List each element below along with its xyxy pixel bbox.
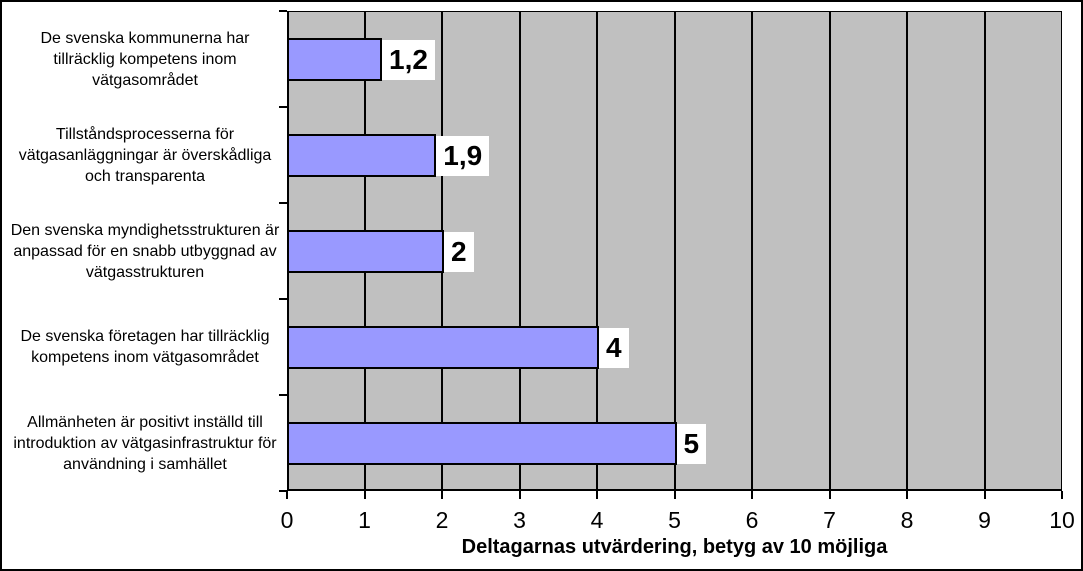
x-axis-tick-6 (751, 491, 753, 499)
x-axis-tick-4 (596, 491, 598, 499)
y-axis-tick (279, 10, 287, 12)
gridline-8 (906, 12, 908, 489)
x-tick-label-3: 3 (513, 507, 526, 533)
x-axis-tick-7 (828, 491, 831, 499)
bar-value-label: 2 (444, 231, 474, 272)
category-label-4: Allmänheten är positivt inställd till in… (13, 413, 277, 473)
x-axis-tick-2 (441, 491, 443, 499)
category-label-0: De svenska kommunerna har tillräcklig ko… (40, 29, 250, 89)
x-tick-label-5: 5 (668, 507, 681, 533)
y-axis-tick (279, 298, 287, 300)
x-axis-tick-8 (906, 491, 908, 499)
category-label-3: De svenska företagen har tillräcklig kom… (20, 328, 270, 366)
x-tick-label-7: 7 (823, 507, 836, 533)
gridline-6 (751, 12, 753, 489)
bar-2 (289, 230, 444, 273)
y-axis-tick (279, 394, 287, 396)
bar-value-label: 1,2 (382, 39, 435, 80)
x-axis-tick-9 (983, 491, 986, 499)
category-label-1: Tillståndsprocesserna för vätgasanläggni… (18, 125, 272, 185)
bar-value-label: 5 (676, 423, 707, 464)
bar-0 (289, 38, 382, 81)
category-label-2: Den svenska myndighetsstrukturen är anpa… (10, 221, 280, 281)
gridline-4 (596, 12, 598, 489)
gridline-9 (983, 12, 986, 489)
y-axis-tick (279, 202, 287, 204)
x-tick-label-0: 0 (280, 507, 294, 533)
bar-value-label: 1,9 (436, 135, 490, 176)
y-axis-tick (279, 106, 287, 108)
x-tick-label-4: 4 (590, 507, 604, 533)
x-axis-tick-10 (1061, 491, 1063, 499)
x-axis-tick-0 (286, 491, 288, 499)
x-axis-tick-1 (363, 491, 366, 499)
x-tick-label-8: 8 (900, 507, 914, 533)
x-tick-label-9: 9 (978, 507, 991, 533)
x-axis-tick-5 (673, 491, 676, 499)
gridline-5 (673, 12, 676, 489)
x-axis-title: Deltagarnas utvärdering, betyg av 10 möj… (461, 536, 888, 558)
x-tick-label-10: 10 (1049, 507, 1075, 533)
bar-1 (289, 134, 437, 177)
bar-4 (289, 422, 677, 465)
gridline-3 (518, 12, 521, 489)
bar-value-label: 4 (599, 327, 629, 368)
plot-area: 1,2 1,9 2 4 5 (287, 11, 1062, 491)
x-tick-label-6: 6 (745, 507, 759, 533)
bar-3 (289, 326, 599, 369)
y-axis-tick (279, 490, 287, 492)
x-tick-label-1: 1 (358, 507, 371, 533)
x-axis-tick-3 (518, 491, 521, 499)
gridline-7 (828, 12, 831, 489)
x-tick-label-2: 2 (435, 507, 449, 533)
